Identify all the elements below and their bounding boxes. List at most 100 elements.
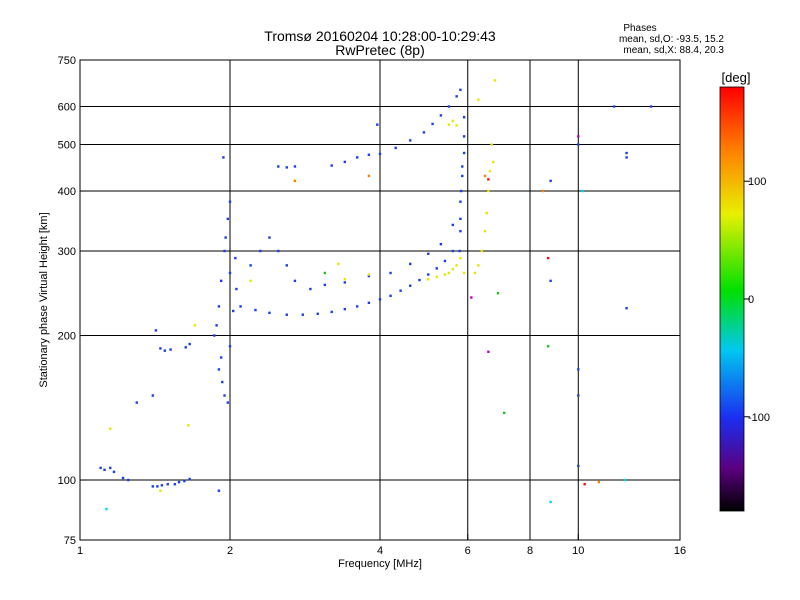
data-point (188, 477, 191, 481)
colorbar: [deg] 100 0 -100 (719, 70, 770, 512)
data-point (487, 189, 490, 193)
data-point (343, 278, 347, 281)
data-point (285, 313, 288, 316)
data-point (159, 489, 162, 492)
data-point (378, 298, 382, 301)
data-point (439, 242, 443, 246)
data-point (127, 478, 130, 482)
data-point (249, 264, 252, 267)
x-tick-label: 6 (465, 545, 471, 557)
data-point (163, 349, 167, 352)
data-point (367, 174, 371, 178)
data-point (394, 146, 397, 150)
data-point (447, 123, 451, 126)
data-point (470, 296, 473, 299)
data-point (343, 281, 347, 284)
data-point (367, 301, 371, 305)
data-point (546, 256, 550, 260)
data-point (277, 249, 280, 253)
y-tick-label: 75 (64, 535, 76, 547)
data-point (105, 507, 108, 511)
data-point (427, 252, 430, 256)
data-point (427, 278, 430, 281)
x-tick-label: 1 (77, 545, 83, 557)
data-point (451, 119, 455, 123)
y-tick-label: 200 (58, 331, 76, 343)
data-point (462, 271, 466, 275)
data-point (254, 308, 257, 312)
colorbar-tick-label: 100 (748, 176, 766, 188)
data-point (473, 271, 477, 275)
data-point (193, 324, 197, 327)
data-point (226, 401, 230, 404)
data-point (109, 427, 112, 430)
data-point (228, 200, 232, 203)
data-point (487, 178, 490, 181)
chart-title: Tromsø 20160204 10:28:00-10:29:43 (264, 28, 496, 44)
data-point (462, 135, 466, 138)
data-point (431, 122, 434, 126)
data-point (455, 264, 458, 267)
data-point (427, 273, 430, 276)
data-point (109, 466, 112, 470)
y-tick-label: 300 (58, 246, 76, 258)
phases-line-x: mean, sd,X: 88.4, 20.3 (623, 45, 724, 56)
data-point (409, 262, 412, 266)
data-point (226, 217, 230, 221)
data-point (459, 200, 462, 203)
data-point (422, 131, 426, 134)
data-point (625, 156, 628, 159)
phases-title: Phases (623, 23, 656, 34)
data-point (581, 189, 584, 193)
y-tick-label: 500 (58, 140, 76, 152)
data-point (455, 124, 458, 127)
data-point (232, 309, 235, 313)
colorbar-label: [deg] (722, 70, 751, 85)
data-point (285, 166, 288, 169)
data-point (493, 79, 497, 82)
data-point (480, 249, 483, 253)
data-point (234, 256, 237, 260)
data-point (228, 271, 232, 275)
data-point (285, 264, 288, 267)
data-point (228, 345, 232, 348)
data-point (184, 346, 187, 349)
data-point (459, 229, 462, 233)
data-point (612, 105, 616, 108)
data-point (217, 305, 221, 308)
data-point (330, 310, 333, 314)
data-point (239, 305, 242, 308)
phases-line-o: mean, sd,O: -93.5, 15.2 (619, 34, 724, 45)
y-axis-label: Stationary phase Virtual Height [km] (38, 212, 50, 387)
data-point (462, 151, 466, 155)
data-point (625, 151, 628, 155)
data-point (583, 483, 586, 486)
data-point (235, 287, 238, 291)
data-point (451, 267, 455, 271)
y-tick-label: 400 (58, 186, 76, 198)
data-point (154, 329, 158, 332)
data-point (541, 189, 545, 193)
x-tick-label: 2 (227, 545, 233, 557)
data-point (268, 236, 271, 239)
data-point (259, 249, 262, 253)
data-point (435, 275, 438, 279)
data-point (169, 348, 172, 351)
x-tick-label: 4 (377, 545, 383, 557)
data-point (409, 139, 412, 142)
data-point (323, 283, 327, 287)
data-point (367, 153, 371, 156)
data-point (459, 217, 462, 221)
data-point (451, 249, 455, 253)
data-point (443, 273, 447, 276)
data-point (447, 105, 451, 108)
data-point (112, 470, 116, 474)
x-tick-label: 10 (572, 545, 584, 557)
data-point (223, 394, 226, 397)
data-point (215, 324, 218, 327)
data-point (577, 135, 580, 138)
data-point (439, 114, 443, 117)
data-point (316, 312, 319, 315)
data-point (159, 347, 162, 350)
data-point (577, 394, 580, 397)
